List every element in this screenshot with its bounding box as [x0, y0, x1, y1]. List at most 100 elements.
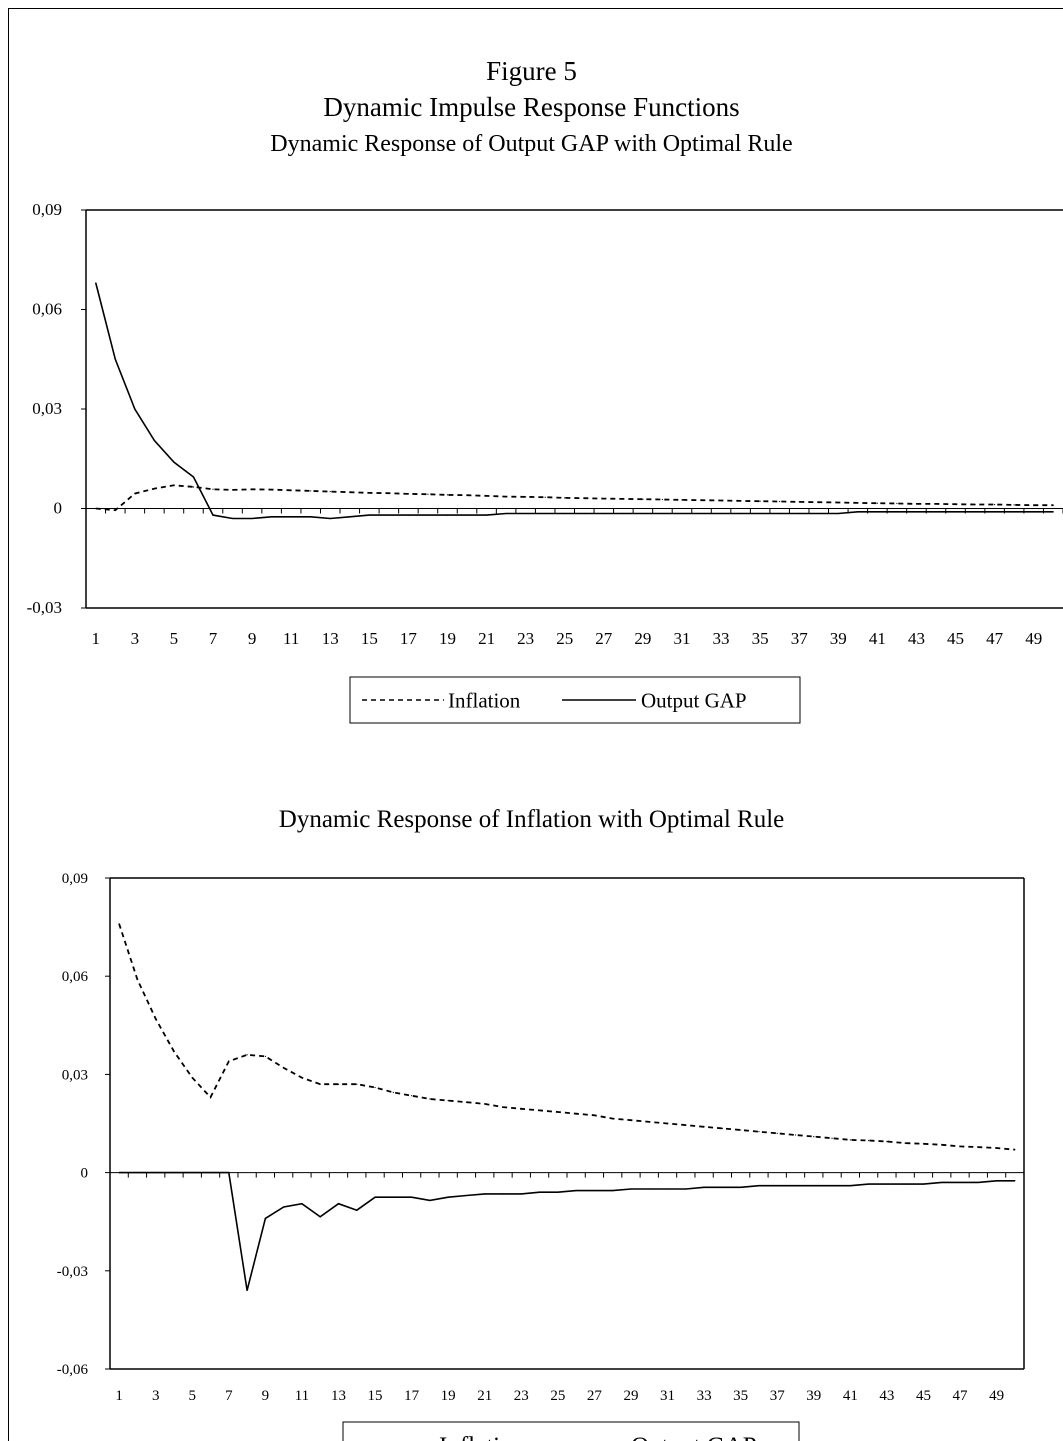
- x-tick-label: 35: [752, 629, 769, 648]
- data-point-inflation: [1013, 504, 1015, 506]
- x-tick-label: 47: [953, 1388, 969, 1404]
- data-point-inflation: [466, 494, 468, 496]
- data-point-output-gap: [212, 514, 214, 516]
- data-point-output-gap: [538, 1191, 541, 1193]
- data-point-inflation: [1014, 1149, 1016, 1151]
- page-frame: [8, 8, 1063, 1441]
- y-tick-label: 0: [54, 499, 63, 518]
- x-tick-label: 41: [843, 1388, 858, 1404]
- data-point-inflation: [429, 1098, 431, 1100]
- data-point-output-gap: [337, 1203, 340, 1205]
- data-point-inflation: [935, 503, 937, 505]
- data-point-output-gap: [310, 516, 312, 518]
- data-point-output-gap: [411, 1196, 413, 1198]
- data-point-inflation: [759, 500, 761, 502]
- data-point-inflation: [290, 489, 292, 491]
- data-point-inflation: [173, 484, 175, 486]
- data-point-inflation: [446, 494, 449, 496]
- data-point-inflation: [283, 1067, 285, 1069]
- data-point-inflation: [661, 498, 664, 501]
- data-point-inflation: [758, 1131, 760, 1133]
- x-tick-label: 1: [115, 1388, 123, 1404]
- data-point-output-gap: [251, 517, 253, 520]
- data-point-output-gap: [153, 439, 155, 442]
- series-line-inflation: [118, 923, 1015, 1151]
- data-point-output-gap: [173, 1172, 175, 1174]
- x-tick-label: 29: [623, 1388, 638, 1404]
- data-point-inflation: [301, 1077, 303, 1079]
- data-point-inflation: [904, 1142, 906, 1144]
- x-tick-label: 31: [673, 629, 690, 648]
- data-point-output-gap: [813, 1185, 815, 1187]
- x-tick-label: 3: [131, 629, 140, 648]
- y-tick-label: 0,03: [32, 399, 62, 418]
- y-tick-label: -0,06: [57, 1362, 89, 1378]
- data-point-output-gap: [1033, 511, 1035, 513]
- data-point-inflation: [209, 1096, 212, 1098]
- legend-label-output-gap: Output GAP: [641, 688, 747, 712]
- data-point-output-gap: [941, 1181, 943, 1184]
- data-point-inflation: [407, 493, 410, 495]
- data-point-output-gap: [776, 1185, 778, 1187]
- data-point-inflation: [876, 502, 878, 504]
- x-tick-label: 39: [830, 629, 847, 648]
- data-point-output-gap: [904, 1183, 906, 1185]
- data-point-output-gap: [155, 1172, 157, 1174]
- data-point-output-gap: [922, 1183, 925, 1185]
- x-tick-label: 31: [660, 1388, 675, 1404]
- data-point-output-gap: [868, 1183, 870, 1185]
- data-point-output-gap: [703, 1186, 705, 1188]
- data-point-inflation: [794, 1134, 797, 1136]
- data-point-output-gap: [740, 1186, 742, 1188]
- data-point-inflation: [831, 1137, 833, 1139]
- data-point-inflation: [368, 492, 370, 494]
- data-point-output-gap: [995, 1180, 998, 1182]
- data-point-output-gap: [564, 512, 566, 515]
- data-point-inflation: [593, 1114, 596, 1116]
- data-point-inflation: [622, 498, 624, 500]
- series-line-output-gap: [119, 1171, 1015, 1291]
- data-point-inflation: [337, 1083, 340, 1085]
- x-tick-label: 7: [209, 629, 218, 648]
- data-point-output-gap: [798, 512, 800, 515]
- x-tick-label: 35: [733, 1388, 748, 1404]
- legend: Inflation Output GAP: [349, 676, 801, 724]
- chart-2-title: Dynamic Response of Inflation with Optim…: [278, 806, 785, 833]
- data-point-inflation: [118, 923, 120, 925]
- data-point-output-gap: [954, 511, 957, 513]
- x-tick-label: 1: [92, 629, 101, 648]
- data-point-inflation: [251, 488, 253, 490]
- data-point-inflation: [231, 489, 234, 491]
- data-point-inflation: [994, 503, 996, 506]
- data-point-inflation: [192, 486, 195, 488]
- x-tick-label: 25: [550, 1388, 565, 1404]
- data-point-output-gap: [779, 512, 781, 515]
- data-point-inflation: [977, 1146, 979, 1148]
- data-point-output-gap: [136, 1172, 139, 1174]
- data-point-output-gap: [329, 517, 331, 520]
- data-point-inflation: [849, 1139, 851, 1141]
- series-line-inflation: [95, 484, 1054, 512]
- data-point-inflation: [447, 1099, 449, 1102]
- data-point-output-gap: [192, 476, 195, 478]
- data-point-output-gap: [994, 511, 996, 513]
- data-point-output-gap: [544, 512, 546, 515]
- data-point-inflation: [896, 502, 898, 505]
- data-point-output-gap: [974, 511, 976, 513]
- data-point-output-gap: [502, 1193, 504, 1195]
- x-tick-label: 33: [713, 629, 730, 648]
- data-point-output-gap: [427, 514, 429, 516]
- data-point-inflation: [392, 1091, 394, 1094]
- data-point-output-gap: [849, 1185, 851, 1187]
- data-point-output-gap: [1014, 1180, 1016, 1182]
- data-point-inflation: [575, 1113, 577, 1115]
- x-tick-label: 19: [441, 1388, 456, 1404]
- legend-box: [342, 1421, 800, 1441]
- x-tick-label: 45: [947, 629, 964, 648]
- y-tick-label: -0,03: [27, 598, 62, 617]
- data-point-output-gap: [485, 514, 488, 516]
- x-tick-label: 27: [595, 629, 613, 648]
- data-point-output-gap: [118, 1172, 120, 1174]
